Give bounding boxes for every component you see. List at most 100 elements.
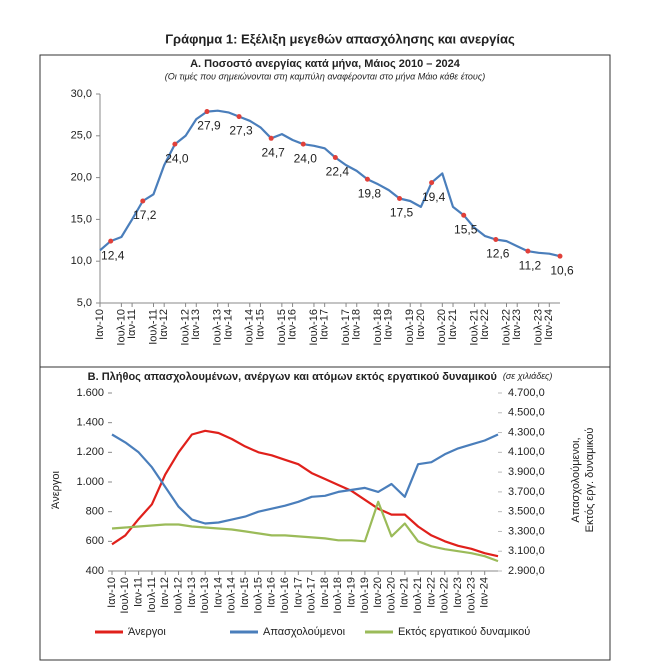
x-tick-label: Ιαν-20: [372, 577, 384, 608]
y-tick-label: 15,0: [71, 213, 92, 225]
marker: [429, 180, 435, 186]
x-tick-label: Ιαν-17: [292, 577, 304, 608]
series-line: [99, 109, 561, 258]
x-tick-label: Ιουλ-22: [500, 309, 512, 346]
x-tick-label: Ιαν-15: [254, 309, 266, 340]
data-label: 17,2: [133, 208, 157, 222]
x-tick-label: Ιουλ-17: [340, 309, 352, 346]
legend-label: Εκτός εργατικού δυναμικού: [398, 626, 530, 638]
marker: [461, 212, 467, 218]
x-tick-label: Ιουλ-17: [306, 577, 318, 614]
data-label: 17,5: [390, 206, 414, 220]
x-tick-label: Ιαν-22: [425, 577, 437, 608]
series-line: [111, 500, 499, 563]
x-tick-label: Ιαν-18: [351, 309, 363, 340]
y-tick-label: 1.600: [76, 387, 104, 399]
y-tick-label: 10,0: [71, 255, 92, 267]
x-tick-label: Ιαν-16: [266, 577, 278, 608]
y-tick-label: 25,0: [71, 130, 92, 142]
x-tick-label: Ιουλ-14: [226, 577, 238, 614]
y-tick-label: 20,0: [71, 172, 92, 184]
x-tick-label: Ιαν-17: [319, 309, 331, 340]
data-label: 12,4: [101, 248, 125, 262]
y2-tick-label: 3.500,0: [508, 506, 545, 518]
x-tick-label: Ιαν-14: [212, 577, 224, 608]
x-tick-label: Ιουλ-20: [436, 309, 448, 346]
series-line: [111, 433, 499, 525]
y2-tick-label: 2.900,0: [508, 565, 545, 577]
y2-tick-label: 4.300,0: [508, 426, 545, 438]
y-tick-label: 5,0: [77, 297, 92, 309]
x-tick-label: Ιουλ-18: [332, 577, 344, 614]
x-tick-label: Ιουλ-16: [308, 309, 320, 346]
x-tick-label: Ιουλ-10: [115, 309, 127, 346]
marker: [557, 253, 563, 259]
x-tick-label: Ιουλ-21: [412, 577, 424, 614]
data-label: 24,0: [165, 151, 189, 165]
x-tick-label: Ιαν-10: [106, 577, 118, 608]
marker: [236, 114, 242, 120]
legend-label: Απασχολούμενοι: [263, 626, 346, 638]
marker: [140, 198, 146, 204]
y2-tick-label: 3.100,0: [508, 545, 545, 557]
chart-title: Β. Πλήθος απασχολουμένων, ανέργων και ατ…: [88, 371, 497, 383]
marker: [204, 109, 210, 115]
data-label: 24,0: [294, 151, 318, 165]
marker: [108, 238, 114, 244]
data-label: 22,4: [326, 165, 350, 179]
y-tick-label: 800: [86, 506, 104, 518]
x-tick-label: Ιαν-10: [94, 309, 106, 340]
series-line: [111, 429, 499, 558]
x-tick-label: Ιουλ-20: [385, 577, 397, 614]
x-tick-label: Ιαν-23: [452, 577, 464, 608]
x-tick-label: Ιουλ-12: [172, 577, 184, 614]
x-tick-label: Ιαν-19: [345, 577, 357, 608]
data-label: 10,6: [550, 263, 574, 277]
x-tick-label: Ιαν-23: [511, 309, 523, 340]
y-axis-label: Άνεργοι: [50, 471, 62, 509]
x-tick-label: Ιαν-13: [186, 577, 198, 608]
x-tick-label: Ιουλ-18: [372, 309, 384, 346]
x-tick-label: Ιαν-11: [126, 309, 138, 339]
x-tick-label: Ιουλ-19: [404, 309, 416, 346]
marker: [364, 176, 370, 182]
x-tick-label: Ιαν-22: [479, 309, 491, 340]
marker: [268, 135, 274, 141]
data-label: 27,9: [197, 119, 221, 133]
y2-tick-label: 3.300,0: [508, 525, 545, 537]
x-tick-label: Ιαν-21: [399, 577, 411, 608]
y-tick-label: 1.000: [76, 476, 104, 488]
chart-title: Α. Ποσοστό ανεργίας κατά μήνα, Μάιος 201…: [190, 58, 461, 70]
marker: [332, 155, 338, 161]
data-label: 27,3: [229, 124, 253, 138]
y-tick-label: 1.400: [76, 417, 104, 429]
chart-subtitle: (σε χιλιάδες): [503, 371, 552, 381]
x-tick-label: Ιαν-14: [222, 309, 234, 340]
marker: [493, 236, 499, 242]
x-tick-label: Ιαν-12: [158, 309, 170, 340]
y2-axis-label: Απασχολούμενοι,: [570, 437, 582, 522]
data-label: 19,4: [422, 190, 446, 204]
x-tick-label: Ιαν-20: [415, 309, 427, 340]
y-tick-label: 400: [86, 565, 104, 577]
x-tick-label: Ιαν-19: [383, 309, 395, 340]
x-tick-label: Ιαν-21: [447, 309, 459, 340]
x-tick-label: Ιουλ-15: [252, 577, 264, 614]
data-label: 24,7: [261, 145, 285, 159]
x-tick-label: Ιαν-11: [133, 577, 145, 607]
y-tick-label: 30,0: [71, 88, 92, 100]
x-tick-label: Ιουλ-19: [359, 577, 371, 614]
marker: [300, 141, 306, 147]
data-label: 12,6: [486, 247, 510, 261]
y2-tick-label: 4.700,0: [508, 387, 545, 399]
chart-subtitle: (Οι τιμές που σημειώνονται στη καμπύλη α…: [165, 71, 485, 81]
legend-label: Άνεργοι: [128, 626, 166, 638]
x-tick-label: Ιουλ-21: [468, 309, 480, 346]
x-tick-label: Ιουλ-22: [439, 577, 451, 614]
x-tick-label: Ιουλ-11: [147, 309, 159, 345]
x-tick-label: Ιουλ-10: [119, 577, 131, 614]
chart-title-b: Β. Πλήθος απασχολουμένων, ανέργων και ατ…: [88, 371, 553, 383]
x-tick-label: Ιουλ-23: [465, 577, 477, 614]
y2-axis-label: Εκτός εργ. δυναμικού: [584, 428, 596, 533]
x-tick-label: Ιαν-12: [159, 577, 171, 608]
